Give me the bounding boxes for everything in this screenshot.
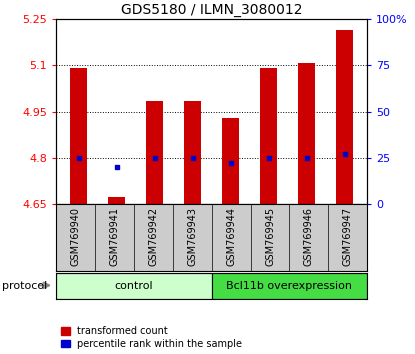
Bar <box>212 273 367 299</box>
Text: GSM769945: GSM769945 <box>265 207 275 266</box>
Bar <box>108 197 125 204</box>
Bar <box>184 101 201 204</box>
Legend: transformed count, percentile rank within the sample: transformed count, percentile rank withi… <box>61 326 242 349</box>
Bar <box>260 68 277 204</box>
Title: GDS5180 / ILMN_3080012: GDS5180 / ILMN_3080012 <box>121 3 303 17</box>
Text: GSM769946: GSM769946 <box>304 207 314 266</box>
Bar <box>298 63 315 204</box>
Text: control: control <box>115 281 153 291</box>
Bar <box>336 30 353 204</box>
Text: GSM769942: GSM769942 <box>148 207 158 266</box>
Bar <box>146 101 163 204</box>
Text: GSM769944: GSM769944 <box>226 207 236 266</box>
Bar <box>222 118 239 204</box>
Text: Bcl11b overexpression: Bcl11b overexpression <box>227 281 352 291</box>
Text: GSM769943: GSM769943 <box>187 207 197 266</box>
Text: GSM769947: GSM769947 <box>343 207 353 266</box>
Text: GSM769941: GSM769941 <box>110 207 120 266</box>
Text: protocol: protocol <box>2 281 47 291</box>
Text: GSM769940: GSM769940 <box>71 207 81 266</box>
Bar <box>56 273 212 299</box>
Bar <box>70 68 87 204</box>
